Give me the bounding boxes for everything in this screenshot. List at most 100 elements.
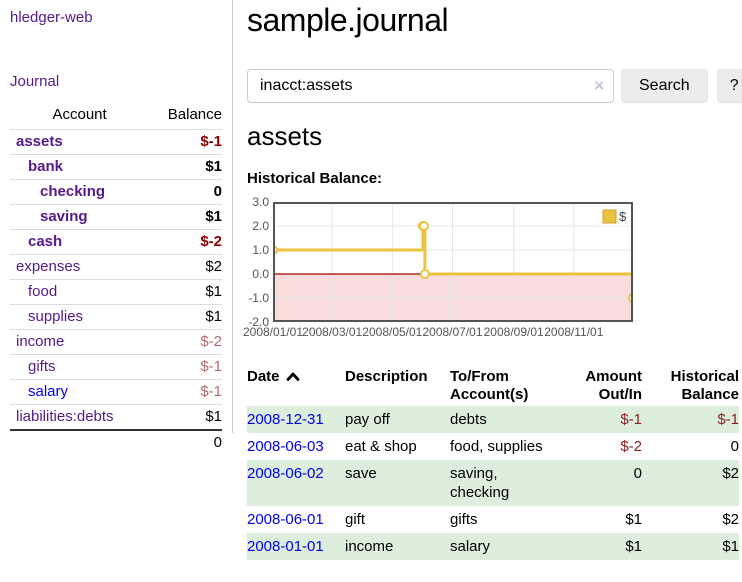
historical-balance-chart: $3.0 2.0 1.0 0.0 -1.0 -2.0 2008/01/01 2008/03/0… xyxy=(243,195,739,345)
sort-chevron-up-icon xyxy=(286,372,299,382)
transaction-balance: $2 xyxy=(722,511,739,529)
register-column-header: Description xyxy=(345,368,428,386)
transaction-description: income xyxy=(345,533,450,561)
x-axis-tick-label: 2008/07/01 xyxy=(422,325,483,340)
sidebar-account-balance: $1 xyxy=(149,154,222,180)
transaction-row: 2008-06-01 gift gifts $1 $2 xyxy=(247,506,739,533)
sidebar-account-balance: $1 xyxy=(149,404,222,430)
account-row: salary $-1 xyxy=(10,379,222,405)
sidebar-account-balance: $-2 xyxy=(149,229,222,255)
search-help-button[interactable]: ? xyxy=(716,68,742,103)
transaction-date-link[interactable]: 2008-06-02 xyxy=(247,465,324,483)
register-table-body: 2008-12-31 pay off debts $-1 $-1 2008-06-03 ea… xyxy=(247,406,739,561)
search-button[interactable]: Search xyxy=(621,68,708,103)
y-axis-tick-label: -2.0 xyxy=(248,315,269,330)
register-table: Date Description To/From Account(s) Amount Ou… xyxy=(247,366,739,561)
sidebar-account-link[interactable]: food xyxy=(28,283,58,300)
transaction-balance: $2 xyxy=(642,460,739,507)
transaction-date-link[interactable]: 2008-06-01 xyxy=(247,511,324,529)
transaction-date-link[interactable]: 2008-01-01 xyxy=(247,538,324,556)
account-row: cash $-2 xyxy=(10,229,222,255)
account-page-title: assets xyxy=(247,120,323,151)
x-axis-tick-label: 2008/09/01 xyxy=(483,325,544,340)
sidebar-account-link[interactable]: salary xyxy=(28,383,69,400)
account-row: expenses $2 xyxy=(10,254,222,280)
sidebar-account-link[interactable]: income xyxy=(16,333,65,350)
x-axis-tick-label: 2008/11/01 xyxy=(544,325,604,340)
transaction-description: eat & shop xyxy=(345,438,417,456)
account-row: saving $1 xyxy=(10,204,222,230)
transaction-balance: 0 xyxy=(730,438,739,456)
x-axis-tick-label: 2008/03/01 xyxy=(302,325,363,340)
clear-search-icon[interactable]: × xyxy=(594,75,604,95)
transaction-date-link[interactable]: 2008-12-31 xyxy=(247,411,324,429)
sidebar-account-link[interactable]: assets xyxy=(16,133,63,150)
y-axis-tick-label: -1.0 xyxy=(248,291,269,306)
sidebar-item-journal[interactable]: Journal xyxy=(10,73,60,90)
account-row: bank $1 xyxy=(10,154,222,180)
sidebar-account-balance: $2 xyxy=(149,254,222,280)
page-title: sample.journal xyxy=(247,2,449,38)
sidebar-account-link[interactable]: gifts xyxy=(28,358,56,375)
sidebar-account-balance: $-1 xyxy=(149,379,222,405)
transaction-description: pay off xyxy=(345,406,450,434)
transaction-row: 2008-06-03 eat & shop food, supplies $-2 0 xyxy=(247,433,739,460)
sidebar-account-balance: 0 xyxy=(149,179,222,205)
transaction-description: gift xyxy=(345,511,366,529)
sidebar-account-link[interactable]: saving xyxy=(40,208,88,225)
y-axis-tick-label: 1.0 xyxy=(252,243,269,258)
chart-title: Historical Balance: xyxy=(247,170,383,188)
transaction-amount: $-1 xyxy=(550,406,642,434)
search-input[interactable] xyxy=(247,68,614,103)
transaction-amount: $1 xyxy=(550,533,642,561)
y-axis-tick-label: 2.0 xyxy=(252,219,269,234)
accounts-table: Account Balance assets $-1 bank $1 checking 0… xyxy=(10,104,222,455)
account-row: liabilities:debts $1 xyxy=(10,404,222,430)
sidebar-account-link[interactable]: bank xyxy=(28,158,64,175)
x-axis-tick-label: 2008/05/01 xyxy=(362,325,423,340)
account-row: checking 0 xyxy=(10,179,222,205)
account-row: assets $-1 xyxy=(10,129,222,155)
account-row: supplies $1 xyxy=(10,304,222,330)
transaction-accounts: salary xyxy=(450,533,550,561)
transaction-row: 2008-01-01 income salary $1 $1 xyxy=(247,533,739,561)
main-content: sample.journal × Search ? assets Histori… xyxy=(243,0,742,561)
register-column-header: To/From Account(s) xyxy=(450,368,529,404)
transaction-row: 2008-06-02 save saving, checking 0 $2 xyxy=(247,460,739,507)
sidebar-account-link[interactable]: supplies xyxy=(28,308,84,325)
balance-column-header: Balance xyxy=(167,106,222,123)
app-brand-link[interactable]: hledger-web xyxy=(10,9,93,26)
account-row: gifts $-1 xyxy=(10,354,222,380)
sidebar-account-balance: $1 xyxy=(149,304,222,330)
sidebar-account-link[interactable]: cash xyxy=(28,233,63,250)
search-form: × Search ? xyxy=(247,68,742,103)
account-column-header: Account xyxy=(52,106,107,123)
transaction-amount: 0 xyxy=(550,460,642,507)
register-header-row: Date Description To/From Account(s) Amount Ou… xyxy=(247,366,739,406)
sidebar-account-balance: $-1 xyxy=(149,354,222,380)
transaction-balance: $-1 xyxy=(642,406,739,434)
accounts-table-body: assets $-1 bank $1 checking 0 saving $1 cash $-2 e… xyxy=(10,129,222,430)
sidebar-account-link[interactable]: liabilities:debts xyxy=(16,408,114,425)
sidebar-account-balance: $-1 xyxy=(149,129,222,155)
transaction-description: save xyxy=(345,460,450,507)
sidebar: hledger-web Journal Account Balance asse… xyxy=(0,0,233,455)
x-axis-tick-label: 2008/01/01 xyxy=(242,325,304,340)
register-column-header: Historical Balance xyxy=(670,368,739,404)
transaction-amount: $1 xyxy=(625,511,642,529)
transaction-accounts: saving, checking xyxy=(450,460,550,507)
chart-plot-area: $ xyxy=(273,202,633,323)
transaction-accounts: gifts xyxy=(450,511,478,529)
transaction-accounts: food, supplies xyxy=(450,438,543,456)
legend-swatch-icon xyxy=(602,209,617,224)
y-axis-tick-label: 3.0 xyxy=(252,195,269,210)
sidebar-account-link[interactable]: checking xyxy=(40,183,106,200)
sidebar-account-link[interactable]: expenses xyxy=(16,258,81,275)
account-row: income $-2 xyxy=(10,329,222,355)
sidebar-account-balance: $1 xyxy=(149,204,222,230)
accounts-total-value: 0 xyxy=(149,429,222,455)
register-column-header[interactable]: Date xyxy=(247,366,345,406)
sidebar-account-balance: $-2 xyxy=(149,329,222,355)
account-row: food $1 xyxy=(10,279,222,305)
transaction-date-link[interactable]: 2008-06-03 xyxy=(247,438,324,456)
